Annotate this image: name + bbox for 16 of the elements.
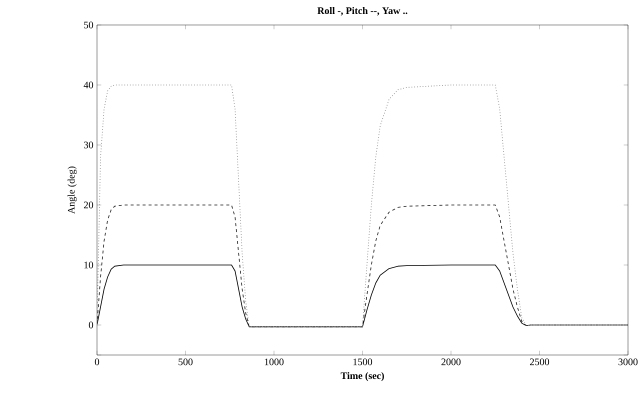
y-tick-label: 50 [84,22,94,28]
x-tick-label: 1500 [353,358,372,366]
y-tick-label: 0 [88,322,94,328]
x-tick-label: 2000 [441,358,461,366]
chart-title: Roll -, Pitch --, Yaw .. [317,7,408,16]
x-tick-label: 1000 [264,358,284,366]
x-tick-label: 2500 [530,358,550,366]
x-tick-label: 500 [178,358,193,366]
y-tick-label: 30 [84,142,94,148]
x-tick-label: 0 [94,358,100,366]
x-tick-label: 3000 [618,358,638,366]
y-axis-title: Angle (deg) [68,166,77,214]
x-axis-title: Time (sec) [340,372,384,382]
y-tick-label: 20 [84,202,94,208]
y-tick-label: 40 [84,82,94,88]
y-tick-label: 10 [84,262,94,268]
